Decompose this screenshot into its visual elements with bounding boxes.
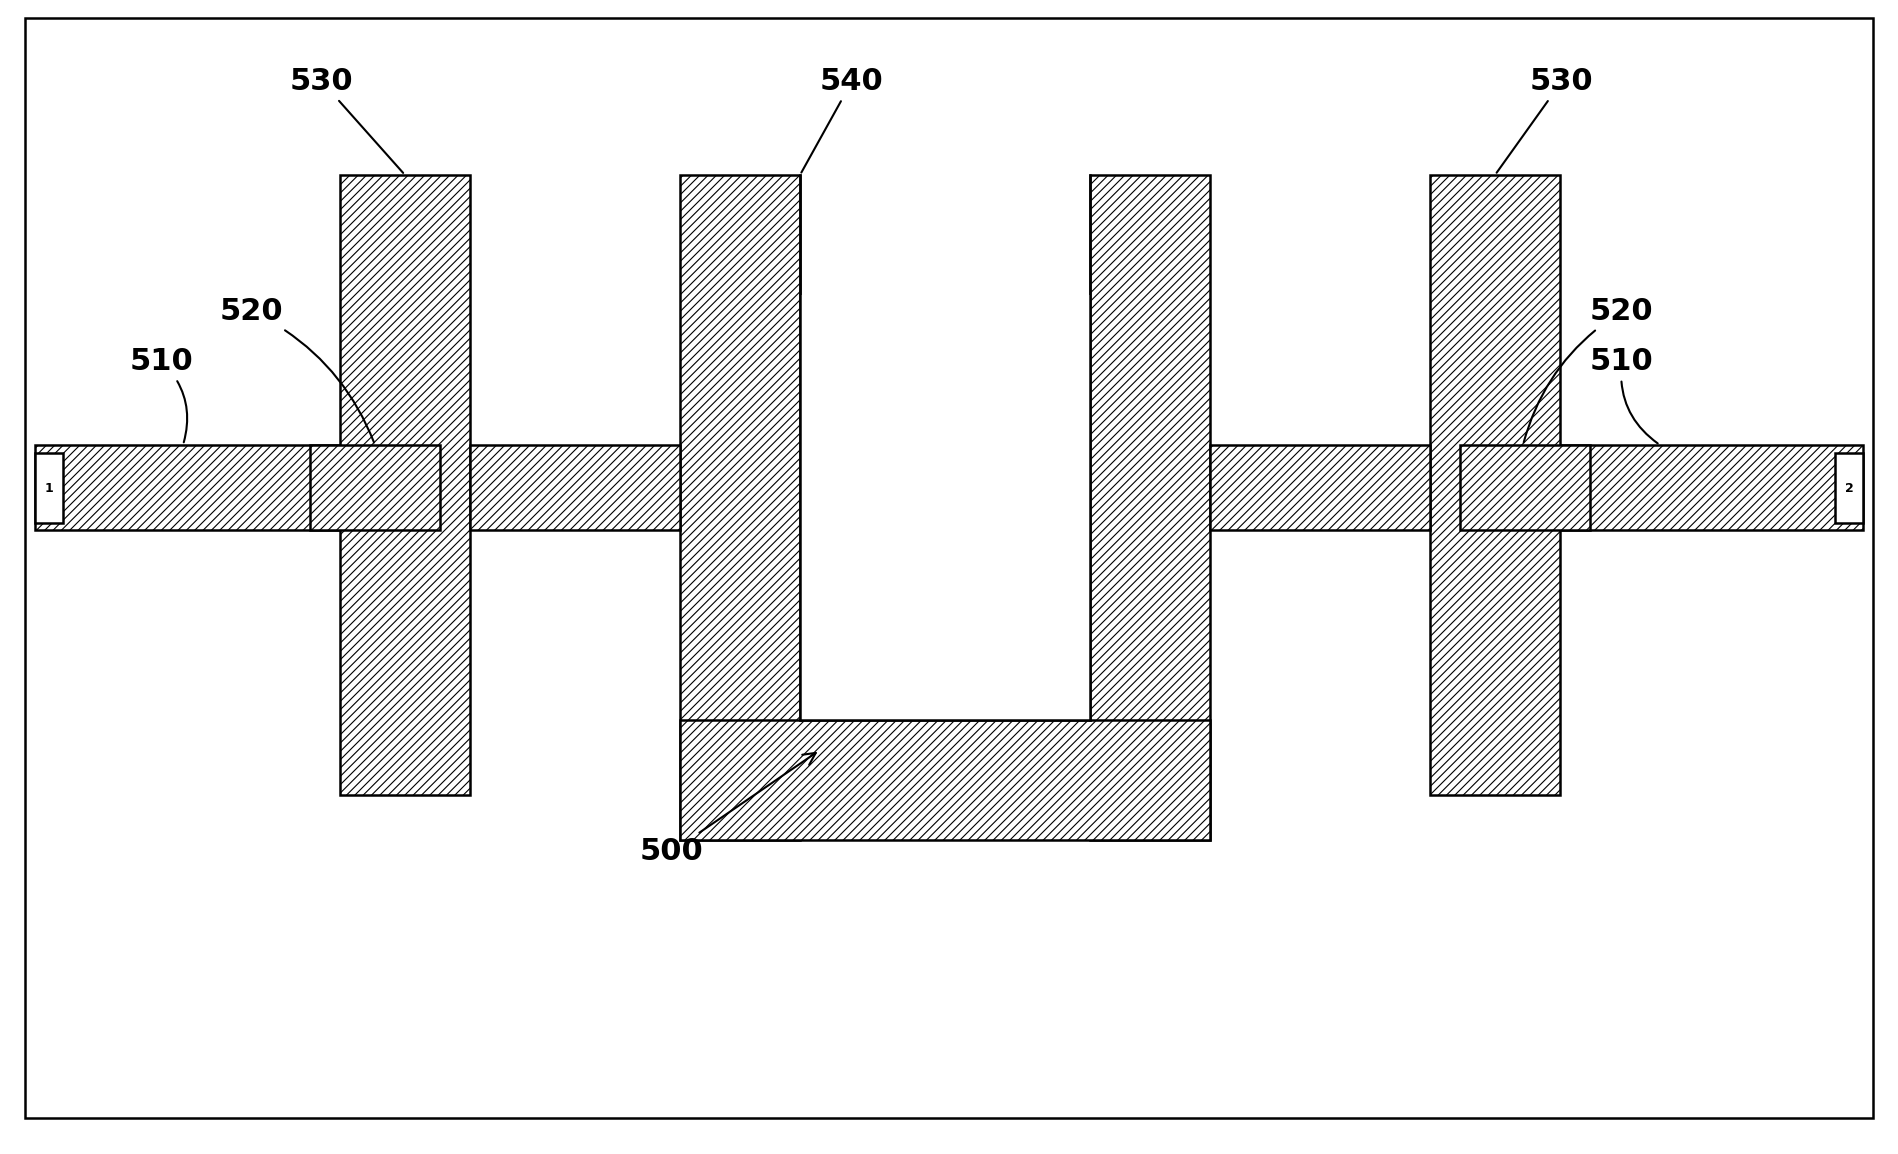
Text: 540: 540 bbox=[801, 67, 884, 173]
Bar bbox=[34, 454, 63, 523]
Bar bbox=[1553, 445, 1864, 530]
Bar bbox=[1211, 445, 1429, 530]
Text: 2: 2 bbox=[1845, 481, 1852, 495]
Bar bbox=[679, 720, 1211, 840]
Bar bbox=[1460, 445, 1591, 530]
Text: 530: 530 bbox=[1498, 67, 1594, 173]
Text: 510: 510 bbox=[1591, 347, 1657, 443]
Text: 510: 510 bbox=[129, 347, 194, 442]
Bar bbox=[1089, 175, 1211, 840]
Bar bbox=[471, 445, 679, 530]
Text: 1: 1 bbox=[46, 481, 53, 495]
Text: 520: 520 bbox=[1524, 297, 1653, 442]
Bar bbox=[799, 295, 1089, 720]
Bar bbox=[340, 175, 471, 795]
Text: 530: 530 bbox=[290, 67, 402, 173]
Bar bbox=[1429, 175, 1560, 795]
Bar bbox=[34, 445, 345, 530]
Text: 520: 520 bbox=[220, 297, 374, 442]
Bar bbox=[679, 175, 799, 840]
Bar bbox=[309, 445, 440, 530]
Text: 500: 500 bbox=[640, 752, 816, 866]
Bar bbox=[1835, 454, 1864, 523]
